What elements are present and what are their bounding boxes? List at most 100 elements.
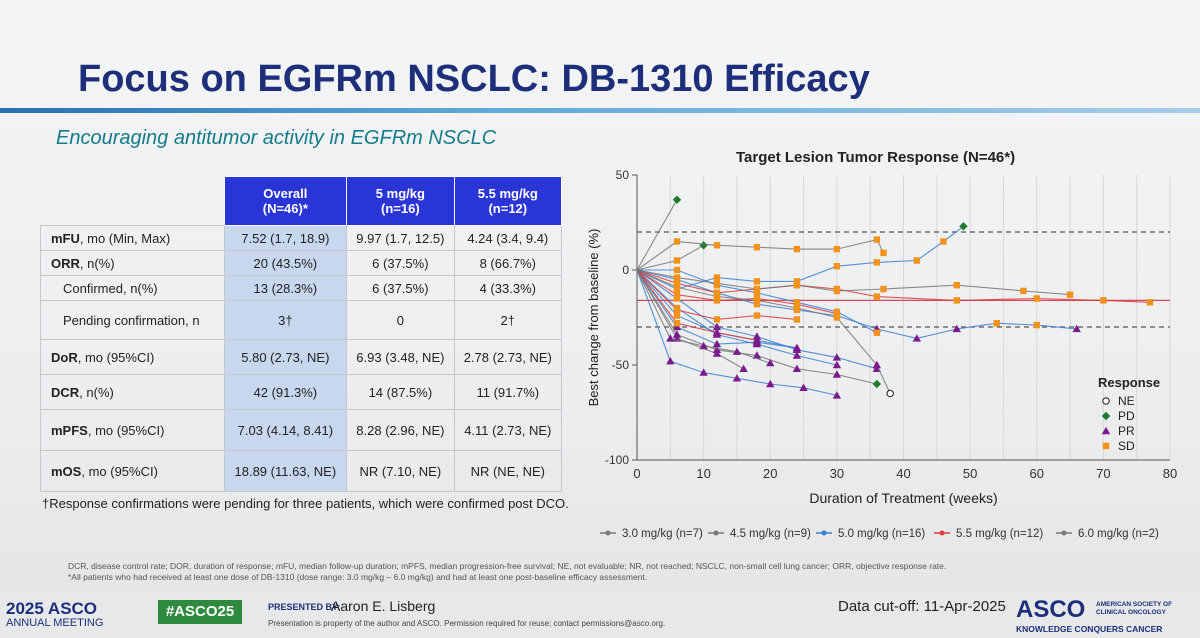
data-point [712, 345, 722, 353]
data-point [1072, 324, 1081, 333]
data-point [673, 291, 681, 298]
table-row: DoR, mo (95%CI) 5.80 (2.73, NE) 6.93 (3.… [40, 339, 563, 375]
footnote: †Response confirmations were pending for… [42, 496, 569, 511]
tumor-response-chart: 50 0 -50 -100 0 10 20 30 40 50 60 70 80 Duration of T… [586, 168, 1177, 540]
y-tick-label: -50 [612, 358, 630, 372]
dose-legend-label: 5.5 mg/kg (n=12) [956, 528, 1043, 540]
asco-logo: ASCO [1016, 596, 1086, 623]
header-5-5mg: 5.5 mg/kg (n=12) [453, 176, 563, 226]
legend-label: PR [1118, 424, 1135, 438]
data-point [832, 360, 842, 369]
data-point [753, 278, 761, 285]
legend-marker [1101, 411, 1111, 421]
table-row: ORR, n(%) 20 (43.5%) 6 (37.5%) 8 (66.7%) [40, 250, 563, 276]
asco-meeting-label: ANNUAL MEETING [6, 617, 104, 629]
data-point [1033, 321, 1040, 329]
data-point [872, 379, 882, 389]
data-point [673, 320, 681, 327]
data-point [752, 351, 762, 359]
cell-5mg: 8.28 (2.96, NE) [346, 409, 455, 451]
data-point [1033, 295, 1040, 302]
data-point [833, 263, 841, 270]
data-point [732, 347, 742, 355]
y-tick-label: -100 [605, 453, 629, 467]
data-point [833, 314, 841, 321]
cell-5mg: 0 [346, 300, 455, 340]
series-line [636, 269, 744, 370]
data-point [673, 283, 681, 291]
cell-5mg: 9.97 (1.7, 12.5) [346, 225, 455, 251]
data-point [673, 306, 681, 314]
cell-5-5mg: 11 (91.7%) [453, 374, 563, 410]
row-label: mPFS, mo (95%CI) [40, 409, 225, 451]
data-point [793, 278, 801, 285]
data-point [1100, 297, 1107, 304]
cell-5mg: 6 (37.5%) [346, 250, 455, 276]
series-line [636, 269, 838, 366]
data-point [959, 222, 968, 231]
data-point [832, 370, 842, 378]
data-point [713, 293, 721, 300]
data-point [833, 310, 841, 317]
row-label: Pending confirmation, n [40, 300, 225, 340]
data-point [713, 316, 721, 323]
legend-label: PD [1118, 409, 1135, 423]
data-point [672, 195, 682, 204]
cell-overall: 7.52 (1.7, 18.9) [223, 225, 348, 251]
data-point [952, 324, 961, 333]
cell-overall: 3† [223, 300, 348, 340]
data-point [673, 238, 681, 245]
data-point [732, 374, 742, 382]
dose-legend-dot [1061, 530, 1067, 536]
x-tick-label: 20 [763, 466, 777, 481]
data-point [712, 349, 722, 357]
cell-5-5mg: 4 (33.3%) [453, 275, 563, 301]
legend-marker [1101, 426, 1111, 435]
cell-overall: 18.89 (11.63, NE) [223, 450, 348, 492]
row-label: DoR, mo (95%CI) [40, 339, 225, 375]
legend-label: SD [1118, 439, 1135, 453]
data-point [753, 285, 761, 293]
data-point [673, 280, 681, 287]
data-point [673, 266, 681, 274]
data-cutoff: Data cut-off: 11-Apr-2025 [838, 598, 1006, 615]
data-point [880, 285, 887, 293]
title-divider [0, 108, 1200, 113]
cell-5-5mg: 2† [453, 300, 563, 340]
cell-overall: 42 (91.3%) [223, 374, 348, 410]
data-point [940, 238, 947, 245]
series-line [636, 225, 964, 290]
cell-5-5mg: 4.11 (2.73, NE) [453, 409, 563, 451]
dose-legend-dot [605, 530, 611, 536]
property-notice: Presentation is property of the author a… [268, 619, 666, 628]
data-point [792, 343, 802, 352]
data-point [886, 389, 894, 398]
series-line [636, 269, 758, 341]
data-point [1146, 299, 1154, 306]
cell-5-5mg: 2.78 (2.73, NE) [453, 339, 563, 375]
series-line [636, 238, 885, 271]
y-tick-label: 0 [622, 263, 629, 277]
asco-year-logo: 2025 ASCO [6, 599, 98, 618]
data-point [792, 364, 802, 372]
y-tick-label: 50 [616, 168, 630, 182]
asco-tagline: KNOWLEDGE CONQUERS CANCER [1016, 624, 1163, 634]
presented-by-label: PRESENTED BY: [268, 602, 341, 612]
dose-legend-label: 5.0 mg/kg (n=16) [838, 528, 925, 540]
data-point [799, 383, 808, 391]
data-point [793, 301, 801, 308]
x-tick-label: 0 [633, 466, 640, 481]
asco-society-name: AMERICAN SOCIETY OF CLINICAL ONCOLOGY [1096, 601, 1173, 616]
data-point [713, 274, 721, 281]
legend-title: Response [1098, 375, 1160, 390]
subtitle: Encouraging antitumor activity in EGFRm … [56, 127, 497, 149]
x-tick-label: 70 [1096, 466, 1110, 481]
legend-marker [1102, 397, 1110, 405]
page-title: Focus on EGFRm NSCLC: DB-1310 Efficacy [78, 58, 870, 100]
data-point [832, 391, 842, 399]
hashtag-badge: #ASCO25 [158, 600, 242, 624]
data-point [739, 364, 748, 372]
data-point [913, 257, 921, 264]
cell-5mg: 14 (87.5%) [346, 374, 455, 410]
legend-marker [1102, 442, 1110, 450]
